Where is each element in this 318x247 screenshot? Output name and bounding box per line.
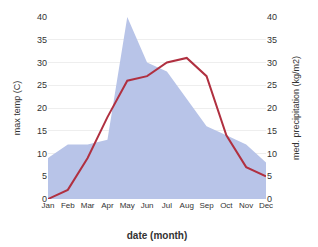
svg-text:May: May	[120, 201, 135, 210]
svg-text:10: 10	[37, 149, 47, 159]
svg-text:Aug: Aug	[180, 201, 194, 210]
svg-text:Oct: Oct	[220, 201, 233, 210]
svg-text:Jun: Jun	[141, 201, 154, 210]
svg-text:Sep: Sep	[199, 201, 214, 210]
svg-text:Dec: Dec	[259, 201, 273, 210]
svg-text:max temp (C): max temp (C)	[12, 81, 22, 136]
svg-text:40: 40	[37, 12, 47, 22]
svg-text:0: 0	[42, 194, 47, 204]
svg-text:Jul: Jul	[162, 201, 172, 210]
svg-text:35: 35	[37, 35, 47, 45]
svg-text:30: 30	[37, 58, 47, 68]
svg-text:Mar: Mar	[81, 201, 95, 210]
svg-text:15: 15	[37, 126, 47, 136]
svg-text:20: 20	[37, 103, 47, 113]
svg-text:Apr: Apr	[101, 201, 114, 210]
svg-text:15: 15	[267, 126, 277, 136]
svg-text:40: 40	[267, 12, 277, 22]
svg-text:5: 5	[267, 171, 272, 181]
svg-text:25: 25	[267, 80, 277, 90]
svg-text:Feb: Feb	[61, 201, 75, 210]
svg-text:Nov: Nov	[239, 201, 253, 210]
svg-text:date (month): date (month)	[127, 230, 188, 241]
svg-text:10: 10	[267, 149, 277, 159]
svg-text:20: 20	[267, 103, 277, 113]
svg-text:0: 0	[267, 194, 272, 204]
svg-text:Jan: Jan	[42, 201, 55, 210]
svg-text:35: 35	[267, 35, 277, 45]
svg-text:med. precipitation (kg/m2): med. precipitation (kg/m2)	[291, 56, 301, 160]
svg-text:30: 30	[267, 58, 277, 68]
svg-text:25: 25	[37, 80, 47, 90]
svg-text:5: 5	[42, 171, 47, 181]
